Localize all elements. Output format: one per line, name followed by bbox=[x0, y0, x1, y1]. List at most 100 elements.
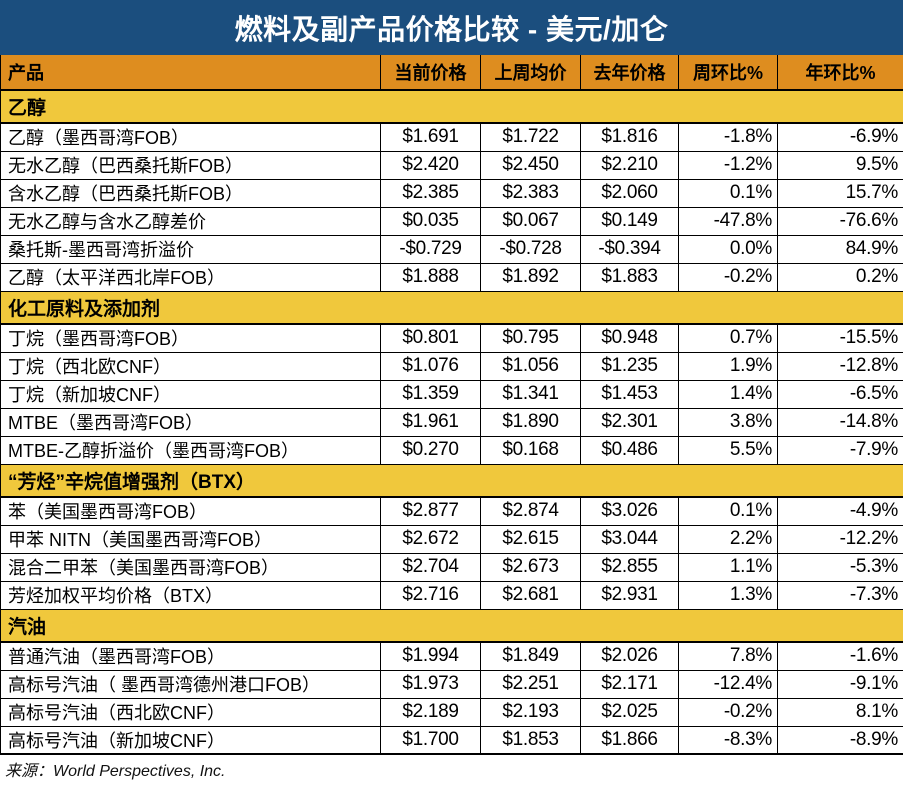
last-year-price-cell: $2.210 bbox=[580, 150, 679, 180]
last-year-price-cell: $2.171 bbox=[580, 669, 679, 699]
yoy-percent-cell: 9.5% bbox=[777, 150, 903, 180]
yoy-percent-cell: -15.5% bbox=[777, 323, 903, 353]
table-row: 苯（美国墨西哥湾FOB） $2.877 $2.874 $3.026 0.1% -4.9% bbox=[0, 496, 903, 526]
table-row: 无水乙醇与含水乙醇差价 $0.035 $0.067 $0.149 -47.8% -76.6… bbox=[0, 206, 903, 236]
current-price-cell: $1.691 bbox=[380, 122, 481, 152]
section-title: 汽油 bbox=[0, 608, 903, 643]
last-year-price-cell: $2.931 bbox=[580, 580, 679, 610]
product-cell: 苯（美国墨西哥湾FOB） bbox=[0, 496, 381, 526]
column-header-product: 产品 bbox=[0, 55, 381, 91]
current-price-cell: $2.716 bbox=[380, 580, 481, 610]
product-cell: 高标号汽油（西北欧CNF） bbox=[0, 697, 381, 727]
yoy-percent-cell: 15.7% bbox=[777, 178, 903, 208]
current-price-cell: $1.076 bbox=[380, 351, 481, 381]
last-year-price-cell: $1.816 bbox=[580, 122, 679, 152]
current-price-cell: $2.189 bbox=[380, 697, 481, 727]
wow-percent-cell: 1.4% bbox=[678, 379, 778, 409]
last-week-price-cell: $2.681 bbox=[480, 580, 581, 610]
wow-percent-cell: -0.2% bbox=[678, 262, 778, 292]
wow-percent-cell: 3.8% bbox=[678, 407, 778, 437]
section-title: 化工原料及添加剂 bbox=[0, 290, 903, 325]
current-price-cell: $0.801 bbox=[380, 323, 481, 353]
column-header-wow-percent: 周环比% bbox=[678, 55, 778, 91]
source-note: 来源：World Perspectives, Inc. bbox=[5, 763, 226, 780]
table-row: 高标号汽油（新加坡CNF） $1.700 $1.853 $1.866 -8.3% -8.9… bbox=[0, 725, 903, 755]
current-price-cell: $2.420 bbox=[380, 150, 481, 180]
table-row: 高标号汽油（ 墨西哥湾德州港口FOB） $1.973 $2.251 $2.171 -12… bbox=[0, 669, 903, 699]
last-year-price-cell: $0.486 bbox=[580, 435, 679, 465]
table-row: 普通汽油（墨西哥湾FOB） $1.994 $1.849 $2.026 7.8% -1.6% bbox=[0, 641, 903, 671]
current-price-cell: $2.385 bbox=[380, 178, 481, 208]
last-week-price-cell: $2.251 bbox=[480, 669, 581, 699]
wow-percent-cell: -0.2% bbox=[678, 697, 778, 727]
last-year-price-cell: $2.855 bbox=[580, 552, 679, 582]
wow-percent-cell: 0.1% bbox=[678, 178, 778, 208]
last-week-price-cell: $2.673 bbox=[480, 552, 581, 582]
price-table-body: 乙醇 乙醇（墨西哥湾FOB） $1.691 $1.722 $1.816 -1.8% -6.9… bbox=[0, 89, 903, 755]
yoy-percent-cell: -12.2% bbox=[777, 524, 903, 554]
last-week-price-cell: $1.722 bbox=[480, 122, 581, 152]
current-price-cell: $2.877 bbox=[380, 496, 481, 526]
column-header-current-price: 当前价格 bbox=[380, 55, 481, 91]
product-cell: 丁烷（新加坡CNF） bbox=[0, 379, 381, 409]
last-week-price-cell: $0.067 bbox=[480, 206, 581, 236]
last-week-price-cell: $2.383 bbox=[480, 178, 581, 208]
last-week-price-cell: $0.168 bbox=[480, 435, 581, 465]
header-row: 产品 当前价格 上周均价 去年价格 周环比% 年环比% bbox=[0, 55, 903, 91]
yoy-percent-cell: -76.6% bbox=[777, 206, 903, 236]
table-row: MTBE-乙醇折溢价（墨西哥湾FOB） $0.270 $0.168 $0.486 5.5… bbox=[0, 435, 903, 465]
product-cell: 含水乙醇（巴西桑托斯FOB） bbox=[0, 178, 381, 208]
last-year-price-cell: $2.025 bbox=[580, 697, 679, 727]
wow-percent-cell: 5.5% bbox=[678, 435, 778, 465]
product-cell: 甲苯 NITN（美国墨西哥湾FOB） bbox=[0, 524, 381, 554]
wow-percent-cell: 2.2% bbox=[678, 524, 778, 554]
wow-percent-cell: 0.7% bbox=[678, 323, 778, 353]
section-header-row: 乙醇 bbox=[0, 89, 903, 124]
table-row: 丁烷（西北欧CNF） $1.076 $1.056 $1.235 1.9% -12.8% bbox=[0, 351, 903, 381]
wow-percent-cell: 0.0% bbox=[678, 234, 778, 264]
last-week-price-cell: $2.450 bbox=[480, 150, 581, 180]
current-price-cell: $1.888 bbox=[380, 262, 481, 292]
table-row: 高标号汽油（西北欧CNF） $2.189 $2.193 $2.025 -0.2% 8.1% bbox=[0, 697, 903, 727]
product-cell: 普通汽油（墨西哥湾FOB） bbox=[0, 641, 381, 671]
last-year-price-cell: $1.883 bbox=[580, 262, 679, 292]
current-price-cell: $1.994 bbox=[380, 641, 481, 671]
last-week-price-cell: $1.892 bbox=[480, 262, 581, 292]
table-row: MTBE（墨西哥湾FOB） $1.961 $1.890 $2.301 3.8% -14.8… bbox=[0, 407, 903, 437]
current-price-cell: -$0.729 bbox=[380, 234, 481, 264]
last-week-price-cell: $1.849 bbox=[480, 641, 581, 671]
last-week-price-cell: $1.341 bbox=[480, 379, 581, 409]
last-year-price-cell: $0.149 bbox=[580, 206, 679, 236]
section-header-row: 汽油 bbox=[0, 608, 903, 643]
yoy-percent-cell: -6.9% bbox=[777, 122, 903, 152]
product-cell: MTBE（墨西哥湾FOB） bbox=[0, 407, 381, 437]
wow-percent-cell: -12.4% bbox=[678, 669, 778, 699]
last-year-price-cell: $3.026 bbox=[580, 496, 679, 526]
last-week-price-cell: -$0.728 bbox=[480, 234, 581, 264]
column-header-last-week-avg: 上周均价 bbox=[480, 55, 581, 91]
yoy-percent-cell: 0.2% bbox=[777, 262, 903, 292]
yoy-percent-cell: -1.6% bbox=[777, 641, 903, 671]
yoy-percent-cell: 84.9% bbox=[777, 234, 903, 264]
product-cell: 丁烷（墨西哥湾FOB） bbox=[0, 323, 381, 353]
last-year-price-cell: $2.026 bbox=[580, 641, 679, 671]
yoy-percent-cell: 8.1% bbox=[777, 697, 903, 727]
wow-percent-cell: -8.3% bbox=[678, 725, 778, 755]
page-title: 燃料及副产品价格比较 - 美元/加仑 bbox=[234, 13, 669, 45]
table-row: 桑托斯-墨西哥湾折溢价 -$0.729 -$0.728 -$0.394 0.0% 84.9… bbox=[0, 234, 903, 264]
wow-percent-cell: 1.1% bbox=[678, 552, 778, 582]
product-cell: 乙醇（太平洋西北岸FOB） bbox=[0, 262, 381, 292]
column-header-last-year-price: 去年价格 bbox=[580, 55, 679, 91]
last-week-price-cell: $2.193 bbox=[480, 697, 581, 727]
current-price-cell: $1.700 bbox=[380, 725, 481, 755]
wow-percent-cell: 7.8% bbox=[678, 641, 778, 671]
price-comparison-table: 产品 当前价格 上周均价 去年价格 周环比% 年环比% 乙醇 乙醇（墨西哥湾FOB… bbox=[0, 55, 903, 755]
wow-percent-cell: -1.2% bbox=[678, 150, 778, 180]
current-price-cell: $2.672 bbox=[380, 524, 481, 554]
yoy-percent-cell: -7.3% bbox=[777, 580, 903, 610]
last-year-price-cell: $3.044 bbox=[580, 524, 679, 554]
yoy-percent-cell: -7.9% bbox=[777, 435, 903, 465]
section-title: 乙醇 bbox=[0, 89, 903, 124]
section-header-row: 化工原料及添加剂 bbox=[0, 290, 903, 325]
last-week-price-cell: $2.874 bbox=[480, 496, 581, 526]
